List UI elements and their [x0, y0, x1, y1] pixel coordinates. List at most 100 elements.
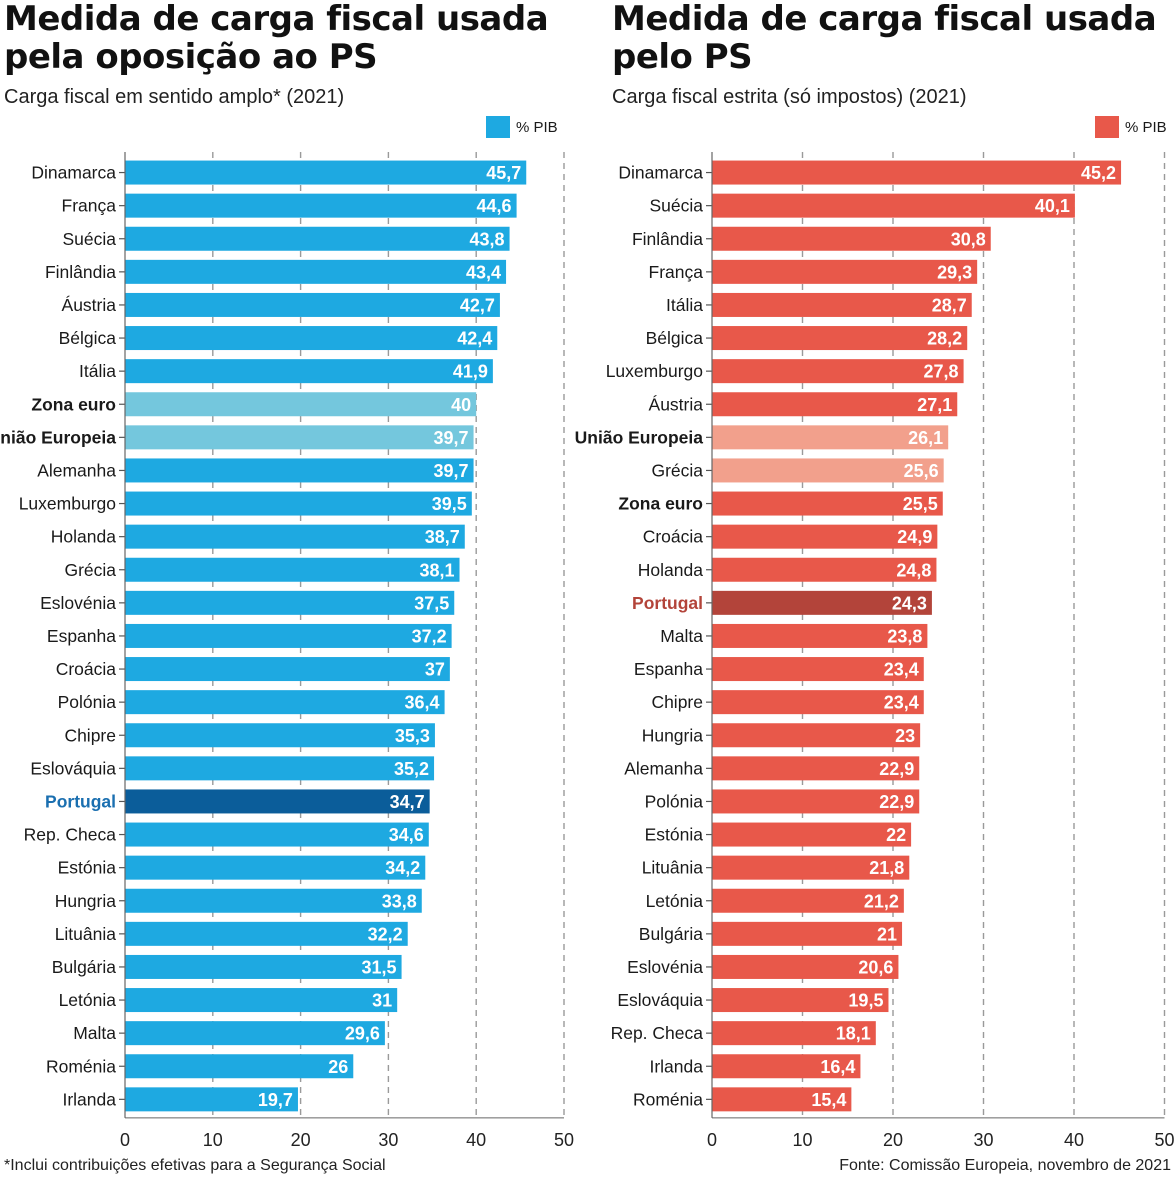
category-label: Itália: [79, 361, 116, 381]
bar: [712, 326, 968, 351]
value-label: 43,4: [466, 262, 501, 282]
category-label: Alemanha: [624, 758, 703, 778]
category-label: Suécia: [649, 196, 703, 216]
chart-panel-right: Medida de carga fiscal usada pelo PS Car…: [575, 0, 1175, 1182]
chart-title: Medida de carga fiscal usada pelo PS: [612, 0, 1157, 77]
value-label: 18,1: [836, 1024, 871, 1044]
bar: [125, 590, 455, 615]
bar: [712, 359, 964, 384]
category-label: França: [649, 262, 704, 282]
value-label: 21: [877, 924, 897, 944]
value-label: 34,7: [390, 792, 425, 812]
category-label: União Europeia: [575, 427, 704, 447]
value-label: 33,8: [382, 891, 417, 911]
category-label: Eslováquia: [617, 990, 703, 1010]
category-label: França: [62, 196, 117, 216]
bar: [125, 623, 452, 648]
bar: [125, 524, 465, 549]
category-label: Malta: [73, 1023, 116, 1043]
bar: [125, 160, 527, 185]
value-label: 20,6: [858, 957, 893, 977]
value-label: 24,9: [897, 527, 932, 547]
category-label: Croácia: [643, 527, 704, 547]
category-label: Croácia: [56, 659, 117, 679]
bar: [125, 657, 450, 682]
bar: [125, 458, 474, 483]
category-label: Portugal: [45, 791, 116, 811]
bar: [712, 292, 972, 317]
tick-label: 50: [1154, 1130, 1174, 1150]
bar: [125, 226, 510, 251]
legend-swatch: [486, 116, 510, 138]
category-label: Zona euro: [31, 394, 116, 414]
category-label: Grécia: [651, 460, 703, 480]
bar: [125, 855, 426, 880]
footnote: Fonte: Comissão Europeia, novembro de 20…: [839, 1157, 1171, 1174]
category-label: Finlândia: [45, 262, 116, 282]
category-label: Holanda: [638, 560, 703, 580]
value-label: 34,2: [385, 858, 420, 878]
bar-chart-right: 0 10 20 30 40 50 Dinamarca 45,2 Suécia 40,1 Finlân…: [575, 152, 1175, 1150]
value-label: 22,9: [879, 759, 914, 779]
bar: [125, 888, 422, 913]
category-label: Hungria: [642, 725, 704, 745]
value-label: 19,5: [848, 991, 883, 1011]
value-label: 19,7: [258, 1090, 293, 1110]
bar: [125, 1087, 298, 1112]
bar: [712, 226, 991, 251]
category-label: Letónia: [59, 990, 117, 1010]
bar: [125, 392, 477, 417]
value-label: 27,8: [924, 362, 959, 382]
category-label: Holanda: [51, 527, 116, 547]
value-label: 37,5: [414, 593, 449, 613]
legend: % PIB: [486, 116, 558, 138]
category-label: Chipre: [64, 725, 116, 745]
tick-label: 0: [120, 1130, 130, 1150]
category-label: Irlanda: [649, 1056, 703, 1076]
bar: [125, 292, 500, 317]
category-label: Rep. Checa: [24, 825, 117, 845]
category-label: Grécia: [64, 560, 116, 580]
category-label: Eslováquia: [30, 758, 116, 778]
bar: [712, 1021, 876, 1046]
category-label: Luxemburgo: [19, 494, 116, 514]
bar-chart-left: 0 10 20 30 40 50 Dinamarca 45,7 França 44,6 Suécia…: [0, 152, 574, 1150]
category-label: Bulgária: [52, 957, 116, 977]
value-label: 31,5: [362, 957, 397, 977]
category-label: Roménia: [46, 1056, 116, 1076]
category-label: Hungria: [55, 891, 117, 911]
tick-label: 30: [973, 1130, 993, 1150]
tick-label: 30: [378, 1130, 398, 1150]
legend-label: % PIB: [1125, 118, 1167, 136]
bar: [125, 193, 517, 218]
category-label: Estónia: [58, 858, 117, 878]
category-label: Lituânia: [55, 924, 117, 944]
bar: [712, 921, 903, 946]
value-label: 23,4: [884, 693, 919, 713]
category-label: Irlanda: [62, 1089, 116, 1109]
category-label: Roménia: [633, 1089, 703, 1109]
value-label: 37: [425, 660, 445, 680]
category-label: Áustria: [62, 295, 117, 315]
bar: [712, 855, 910, 880]
value-label: 15,4: [811, 1090, 846, 1110]
value-label: 41,9: [453, 362, 488, 382]
category-label: Itália: [666, 295, 703, 315]
tick-label: 0: [707, 1130, 717, 1150]
category-label: Eslovénia: [627, 957, 703, 977]
bar: [125, 425, 474, 450]
legend-label: % PIB: [516, 118, 558, 136]
value-label: 22,9: [879, 792, 914, 812]
bar: [125, 359, 493, 384]
category-label: Bulgária: [639, 924, 703, 944]
tick-label: 20: [883, 1130, 903, 1150]
bar: [125, 756, 435, 781]
bar: [712, 657, 924, 682]
category-label: Rep. Checa: [611, 1023, 704, 1043]
bar: [712, 425, 949, 450]
value-label: 37,2: [412, 626, 447, 646]
bar: [712, 160, 1122, 185]
value-label: 42,4: [457, 329, 492, 349]
bar: [125, 259, 507, 284]
category-label: Dinamarca: [618, 163, 703, 183]
